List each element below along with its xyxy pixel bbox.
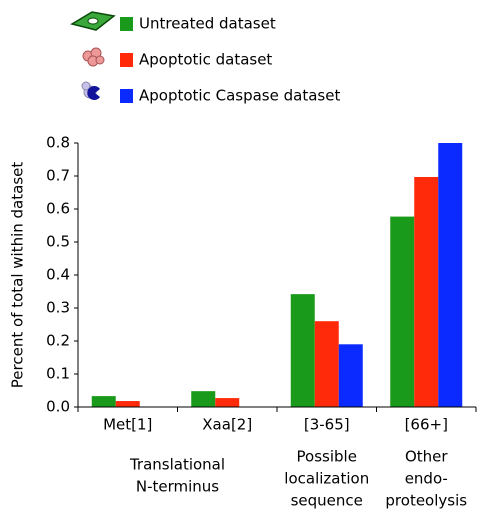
x-tick-label: [3-65]: [304, 416, 350, 434]
bar: [191, 391, 215, 407]
legend-icon-apoptotic: [83, 48, 104, 66]
page: {"chart_data": {"type": "bar", "y_label"…: [0, 0, 487, 516]
bar: [116, 401, 140, 407]
y-tick-label: 0.0: [46, 398, 70, 416]
bar: [315, 321, 339, 407]
x-tick-label: [66+]: [405, 416, 448, 434]
legend-icon-caspase: [82, 82, 100, 100]
bar: [215, 398, 239, 407]
group-label: proteolysis: [385, 492, 467, 510]
legend-swatch: [120, 53, 133, 67]
y-tick-label: 0.6: [46, 200, 70, 218]
y-tick-label: 0.5: [46, 233, 70, 251]
bar: [92, 396, 116, 407]
x-tick-label: Xaa[2]: [202, 416, 252, 434]
legend-swatch: [120, 89, 133, 103]
bar: [438, 143, 462, 407]
group-label: Other: [405, 448, 448, 466]
y-tick-label: 0.3: [46, 299, 70, 317]
bar: [339, 344, 363, 407]
chart: Percent of total within dataset Untreate…: [0, 0, 487, 516]
group-label: Possible: [297, 448, 357, 466]
group-label: N-terminus: [136, 478, 219, 496]
legend-label: Apoptotic Caspase dataset: [139, 87, 340, 105]
bar: [291, 294, 315, 407]
y-tick-label: 0.1: [46, 365, 70, 383]
bar: [414, 177, 438, 407]
legend-label: Untreated dataset: [139, 15, 276, 33]
y-tick-label: 0.7: [46, 167, 70, 185]
x-tick-label: Met[1]: [103, 416, 152, 434]
bar: [390, 217, 414, 407]
y-tick-label: 0.8: [46, 134, 70, 152]
group-label: endo-: [405, 470, 448, 488]
y-axis-title: Percent of total within dataset: [9, 162, 27, 389]
y-tick-label: 0.4: [46, 266, 70, 284]
group-label: localization: [284, 470, 369, 488]
group-label: Translational: [129, 456, 225, 474]
group-label: sequence: [291, 492, 363, 510]
legend-swatch: [120, 17, 133, 31]
y-tick-label: 0.2: [46, 332, 70, 350]
legend-label: Apoptotic dataset: [139, 51, 272, 69]
legend-icon-cell: [72, 12, 114, 30]
